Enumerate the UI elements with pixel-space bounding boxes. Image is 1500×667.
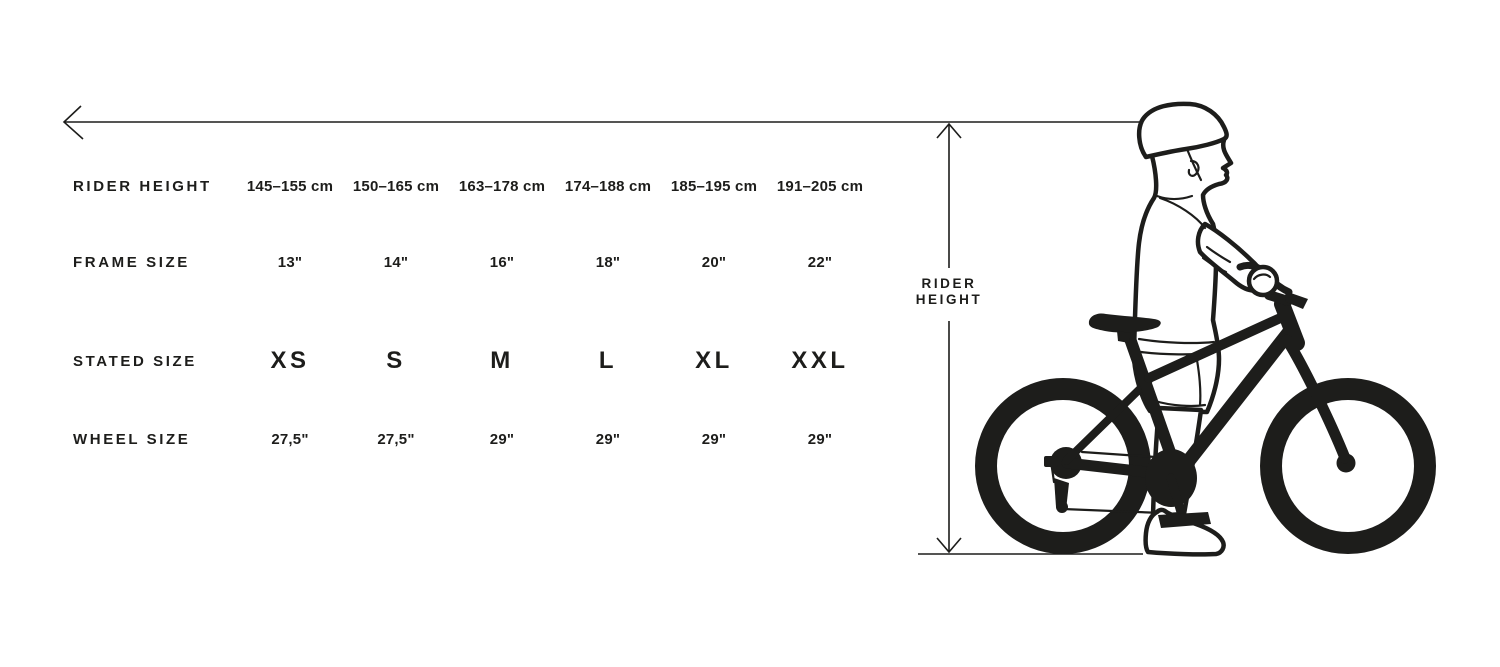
crank-arm [1166,473,1188,524]
size-cell: 20" [701,253,727,271]
measure-label-line2: HEIGHT [915,292,983,307]
bicycle-icon [975,261,1436,554]
size-cell: 14" [383,253,409,271]
size-cell: 185–195 cm [670,177,758,195]
stem [1264,290,1293,306]
rider-height-arrow [936,122,962,554]
down-tube [1169,324,1297,484]
rider-fist [1246,264,1280,298]
size-cell: 29" [595,430,621,448]
head-tube [1274,296,1305,351]
size-cell: 174–188 cm [564,177,652,195]
size-cell: XS [270,347,310,374]
size-cell: 145–155 cm [246,177,334,195]
size-cell: L [598,347,618,374]
rider-arm [1195,221,1265,293]
derailleur-pulley [1056,501,1068,513]
brake-lever [1285,291,1308,309]
rider-detail-lines [1137,147,1232,408]
horizontal-measure-arrow [62,105,1143,140]
size-cell: 27,5" [271,430,309,448]
size-cell: 150–165 cm [352,177,440,195]
table-row-frame-size: FRAME SIZE 13" 14" 16" 18" 20" 22" [73,244,873,280]
size-cell: S [386,347,406,374]
size-cell: XXL [791,347,849,374]
size-cell: 29" [807,430,833,448]
saddle [1088,313,1161,333]
size-cell: 163–178 cm [458,177,546,195]
row-label: FRAME SIZE [73,253,190,271]
row-label: RIDER HEIGHT [73,177,212,195]
table-row-rider-height: RIDER HEIGHT 145–155 cm 150–165 cm 163–1… [73,168,873,204]
table-row-wheel-size: WHEEL SIZE 27,5" 27,5" 29" 29" 29" 29" [73,421,873,457]
size-cell: 29" [489,430,515,448]
table-row-stated-size: STATED SIZE XS S M L XL XXL [73,343,873,379]
size-cell: M [490,347,514,374]
size-cell: 18" [595,253,621,271]
size-cell: 22" [807,253,833,271]
pedal [1158,512,1211,528]
size-cell: 27,5" [377,430,415,448]
seat-stay [1062,376,1153,465]
thumb-line [1252,273,1272,281]
front-wheel [1260,378,1436,554]
saddle-clamp [1117,331,1131,343]
top-tube [1144,310,1292,383]
size-cell: 191–205 cm [776,177,864,195]
rider-front-parts [1143,264,1280,557]
size-cell: 29" [701,430,727,448]
rear-axle [1044,456,1058,467]
row-label: STATED SIZE [73,352,197,370]
rider-height-measure-label: RIDER HEIGHT [884,276,1014,308]
measure-label-line1: RIDER [921,276,977,291]
row-label: WHEEL SIZE [73,430,191,448]
size-cell: 13" [277,253,303,271]
size-cell: 16" [489,253,515,271]
size-cell: XL [695,347,733,374]
fork [1281,334,1351,464]
